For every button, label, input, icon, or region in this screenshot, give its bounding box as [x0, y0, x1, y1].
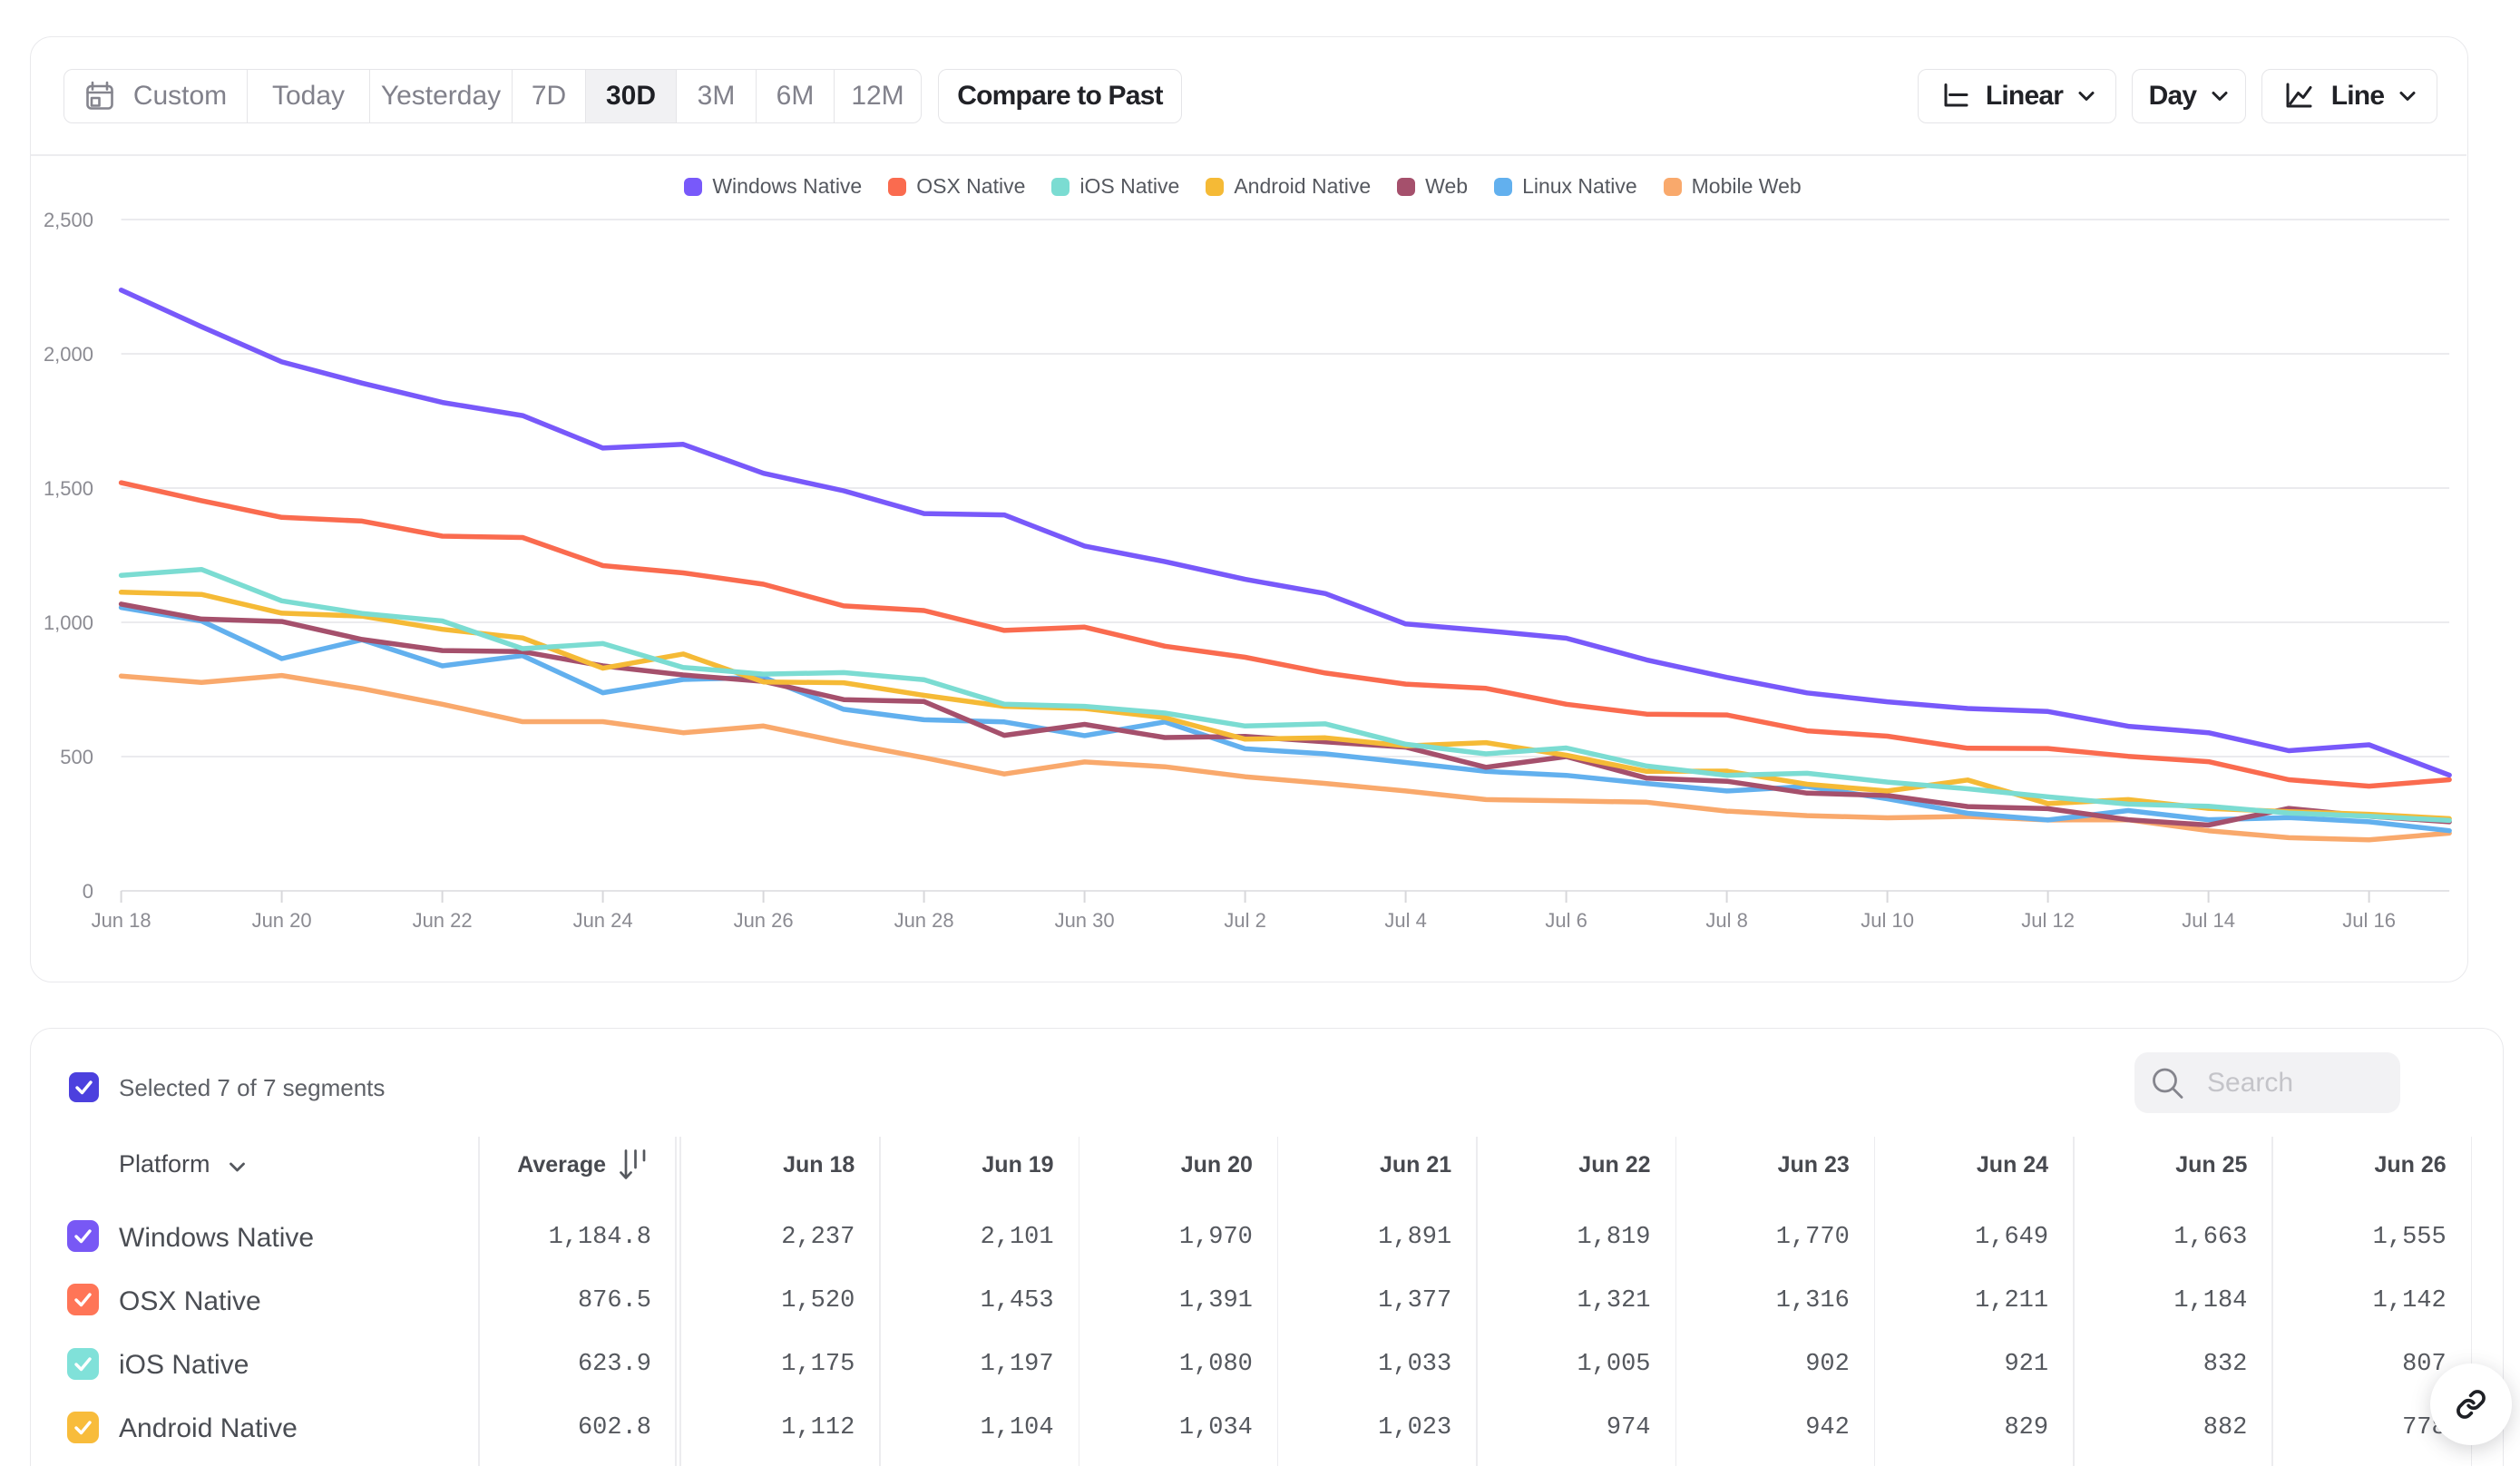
svg-text:Jul 2: Jul 2 [1224, 909, 1265, 932]
svg-text:500: 500 [60, 746, 93, 768]
svg-text:Jul 10: Jul 10 [1861, 909, 1914, 932]
svg-text:Jul 6: Jul 6 [1545, 909, 1587, 932]
svg-text:Jul 12: Jul 12 [2021, 909, 2075, 932]
svg-text:1,500: 1,500 [44, 477, 93, 500]
svg-text:2,000: 2,000 [44, 343, 93, 366]
svg-text:Jun 18: Jun 18 [92, 909, 151, 932]
svg-text:Jul 4: Jul 4 [1384, 909, 1426, 932]
svg-text:Jul 14: Jul 14 [2182, 909, 2235, 932]
svg-text:Jun 20: Jun 20 [252, 909, 312, 932]
svg-text:Jun 24: Jun 24 [573, 909, 633, 932]
svg-text:1,000: 1,000 [44, 611, 93, 634]
svg-text:Jul 8: Jul 8 [1705, 909, 1747, 932]
svg-text:Jul 16: Jul 16 [2342, 909, 2396, 932]
svg-text:Jun 30: Jun 30 [1055, 909, 1115, 932]
svg-text:Jun 28: Jun 28 [894, 909, 954, 932]
svg-text:Jun 26: Jun 26 [734, 909, 794, 932]
svg-text:Jun 22: Jun 22 [413, 909, 473, 932]
svg-text:0: 0 [83, 880, 93, 903]
svg-text:2,500: 2,500 [44, 209, 93, 231]
